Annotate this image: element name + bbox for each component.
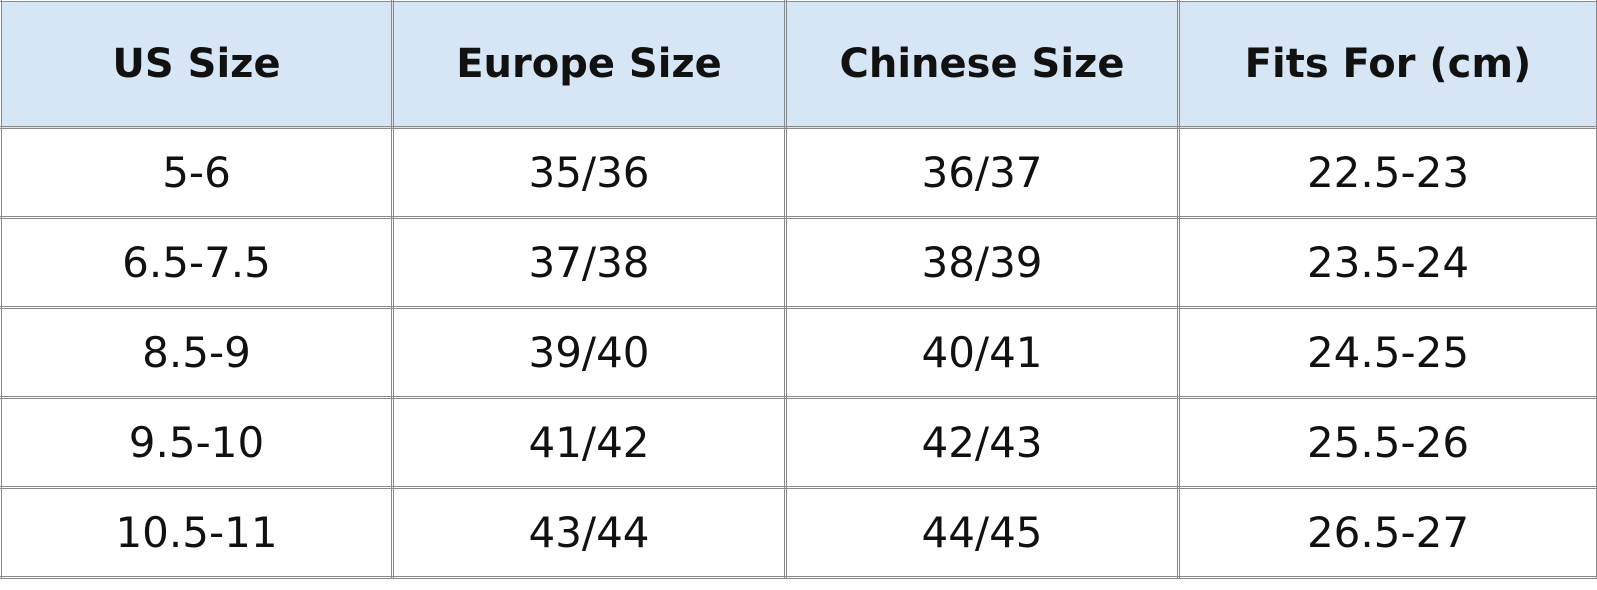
cell-chinese-size: 42/43 [784, 396, 1180, 489]
cell-fits-for: 25.5-26 [1177, 396, 1597, 489]
table-row: 8.5-9 39/40 40/41 24.5-25 [0, 306, 1597, 399]
cell-chinese-size: 44/45 [784, 486, 1180, 579]
cell-us-size: 8.5-9 [0, 306, 394, 399]
table-row: 5-6 35/36 36/37 22.5-23 [0, 126, 1597, 219]
cell-europe-size: 35/36 [391, 126, 787, 219]
cell-fits-for: 26.5-27 [1177, 486, 1597, 579]
cell-europe-size: 37/38 [391, 216, 787, 309]
table-row: 6.5-7.5 37/38 38/39 23.5-24 [0, 216, 1597, 309]
cell-europe-size: 43/44 [391, 486, 787, 579]
header-us-size: US Size [0, 0, 394, 129]
cell-us-size: 6.5-7.5 [0, 216, 394, 309]
cell-chinese-size: 40/41 [784, 306, 1180, 399]
table-row: 9.5-10 41/42 42/43 25.5-26 [0, 396, 1597, 489]
header-chinese-size: Chinese Size [784, 0, 1180, 129]
cell-us-size: 9.5-10 [0, 396, 394, 489]
cell-us-size: 10.5-11 [0, 486, 394, 579]
header-fits-for: Fits For (cm) [1177, 0, 1597, 129]
cell-us-size: 5-6 [0, 126, 394, 219]
cell-fits-for: 23.5-24 [1177, 216, 1597, 309]
header-row: US Size Europe Size Chinese Size Fits Fo… [0, 0, 1597, 129]
table-row: 10.5-11 43/44 44/45 26.5-27 [0, 486, 1597, 579]
cell-chinese-size: 38/39 [784, 216, 1180, 309]
cell-europe-size: 39/40 [391, 306, 787, 399]
cell-fits-for: 22.5-23 [1177, 126, 1597, 219]
header-europe-size: Europe Size [391, 0, 787, 129]
cell-fits-for: 24.5-25 [1177, 306, 1597, 399]
cell-europe-size: 41/42 [391, 396, 787, 489]
cell-chinese-size: 36/37 [784, 126, 1180, 219]
